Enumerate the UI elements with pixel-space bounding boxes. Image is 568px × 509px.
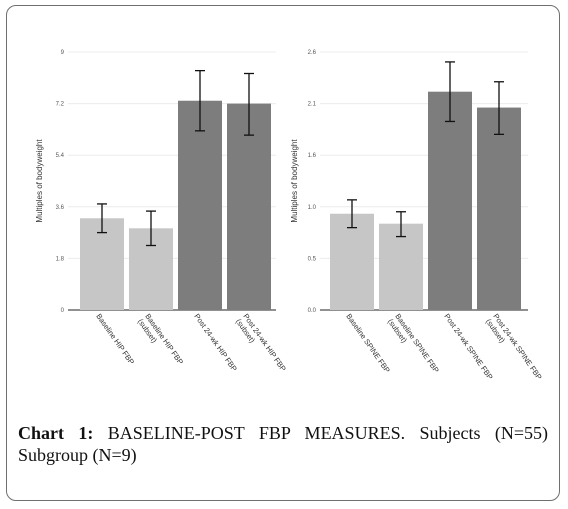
bar xyxy=(330,213,374,310)
y-tick-label: 5.4 xyxy=(56,153,65,159)
chart-panel-2: 0.0 0.5 1.0 1.6 2.1 2.6 Multiples of bodyweigh… xyxy=(290,50,544,381)
x-tick-label: Post 24-wk HIP FBP(subset) xyxy=(234,312,288,378)
bar xyxy=(227,103,271,310)
y-tick-label: 3.6 xyxy=(56,205,65,211)
bar xyxy=(178,100,222,310)
x-tick-label: Baseline SPINE FBP xyxy=(344,312,392,375)
y-axis-label: Multiples of bodyweight xyxy=(35,139,44,223)
x-tick-label: Post 24-wk HIP FBP xyxy=(192,312,239,373)
x-tick-label: Baseline HIP FBP xyxy=(94,312,136,366)
bar xyxy=(80,218,124,310)
y-tick-label: 0.0 xyxy=(308,308,317,314)
y-tick-label: 1.8 xyxy=(56,256,65,262)
bar xyxy=(379,223,423,310)
y-tick-label: 1.6 xyxy=(308,153,317,159)
bar xyxy=(477,107,521,310)
bar xyxy=(428,91,472,310)
y-tick-label: 2.1 xyxy=(308,102,317,108)
y-tick-label: 2.6 xyxy=(308,50,317,56)
y-tick-label: 0 xyxy=(61,308,65,314)
chart-panel-1: 0 1.8 3.6 5.4 7.2 9 Multiples of bodyweight Bas… xyxy=(35,50,288,378)
y-tick-label: 9 xyxy=(61,50,65,56)
y-tick-label: 7.2 xyxy=(56,102,65,108)
y-tick-label: 1.0 xyxy=(308,205,317,211)
y-axis-label: Multiples of bodyweight xyxy=(290,139,299,223)
y-tick-label: 0.5 xyxy=(308,256,317,262)
caption-text: BASELINE-POST FBP MEASURES. Subjects (N=… xyxy=(18,423,548,465)
charts-area: 0 1.8 3.6 5.4 7.2 9 Multiples of bodyweight Bas… xyxy=(35,50,544,381)
caption-label: Chart 1: xyxy=(18,423,94,443)
figure-caption: Chart 1: BASELINE-POST FBP MEASURES. Sub… xyxy=(18,422,548,466)
x-tick-label: Baseline SPINE FBP(subset) xyxy=(386,312,441,380)
x-tick-label: Baseline HIP FBP(subset) xyxy=(136,312,185,371)
